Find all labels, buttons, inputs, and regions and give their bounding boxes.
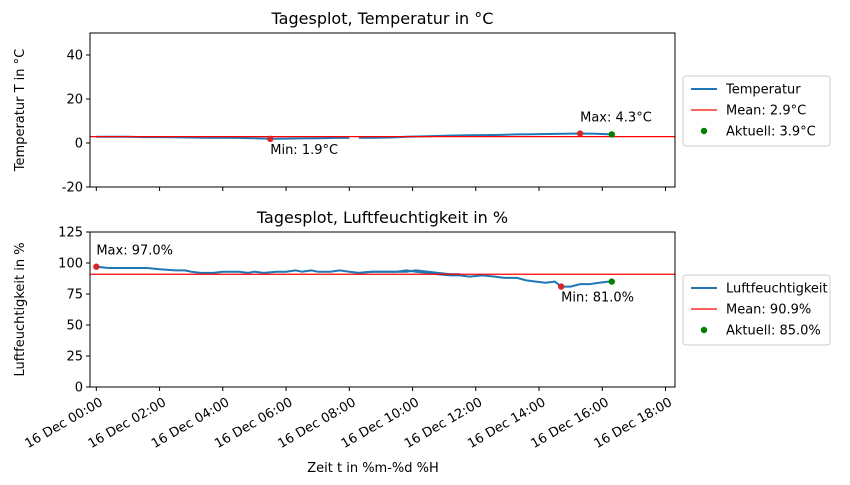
panel-2-max-point (93, 263, 100, 270)
panel-1-max-point (576, 130, 584, 137)
panel-2-legend: Luftfeuchtigkeit Mean: 90.9% Aktuell: 85.0… (682, 274, 831, 346)
x-axis-label: Zeit t in %m-%d %H (307, 461, 439, 476)
panel-1-y-axis-label: Temperatur T in °C (13, 49, 28, 172)
panel-2-legend-current-label: Aktuell: 85.0% (726, 324, 821, 339)
panel-1-legend-box (682, 75, 831, 147)
panel-2-y-tick-label: 0 (75, 381, 83, 396)
panel-1-title: Tagesplot, Temperatur in °C (271, 9, 494, 28)
panel-1-legend-current-label: Aktuell: 3.9°C (726, 125, 816, 140)
panel-2-min-point (557, 283, 565, 290)
panel-2-y-axis-label: Luftfeuchtigkeit in % (13, 242, 28, 376)
panel-1-y-tick-label: 40 (66, 49, 83, 64)
panel-1-y-tick-label: 20 (66, 93, 83, 108)
panel-2-legend-series-label: Luftfeuchtigkeit (726, 282, 828, 297)
panel-2-current-point (608, 278, 615, 285)
panel-1-legend: Temperatur Mean: 2.9°C Aktuell: 3.9°C (682, 75, 831, 147)
panel-2-title: Tagesplot, Luftfeuchtigkeit in % (256, 208, 508, 227)
panel-1-min-annotation: Min: 1.9°C (270, 143, 338, 158)
panel-1-y-tick-label: -20 (62, 181, 83, 196)
panel-2-y-tick-label: 50 (66, 319, 83, 334)
panel-1-y-tick-label: 0 (75, 137, 83, 152)
panel-2-min-annotation: Min: 81.0% (561, 291, 634, 306)
panel-2-axes-frame (89, 231, 676, 388)
panel-1-current-point (608, 131, 615, 138)
panel-1-axes-frame (89, 32, 676, 188)
panel-2-y-tick-label: 100 (58, 257, 83, 272)
panel-2-y-tick-label: 125 (58, 226, 83, 241)
panel-1-legend-series-label: Temperatur (725, 83, 801, 98)
panel-1-min-point (267, 135, 274, 143)
panel-1: Tagesplot, Temperatur in °C Temperatur T … (13, 9, 831, 196)
panel-1-legend-current-swatch (700, 127, 708, 135)
panel-1-legend-mean-label: Mean: 2.9°C (726, 104, 806, 119)
panel-2-y-tick-label: 25 (66, 350, 83, 365)
panel-2: Tagesplot, Luftfeuchtigkeit in % Luftfeuc… (13, 208, 831, 452)
panel-2-series-line (358, 269, 612, 288)
panel-2-legend-current-swatch (700, 326, 708, 334)
panel-2-max-annotation: Max: 97.0% (96, 244, 173, 259)
panel-2-legend-box (682, 274, 831, 346)
panel-2-legend-mean-label: Mean: 90.9% (726, 303, 811, 318)
panel-2-y-tick-label: 75 (66, 288, 83, 303)
panel-1-max-annotation: Max: 4.3°C (580, 111, 652, 126)
chart-panels: Tagesplot, Temperatur in °C Temperatur T … (13, 9, 831, 452)
